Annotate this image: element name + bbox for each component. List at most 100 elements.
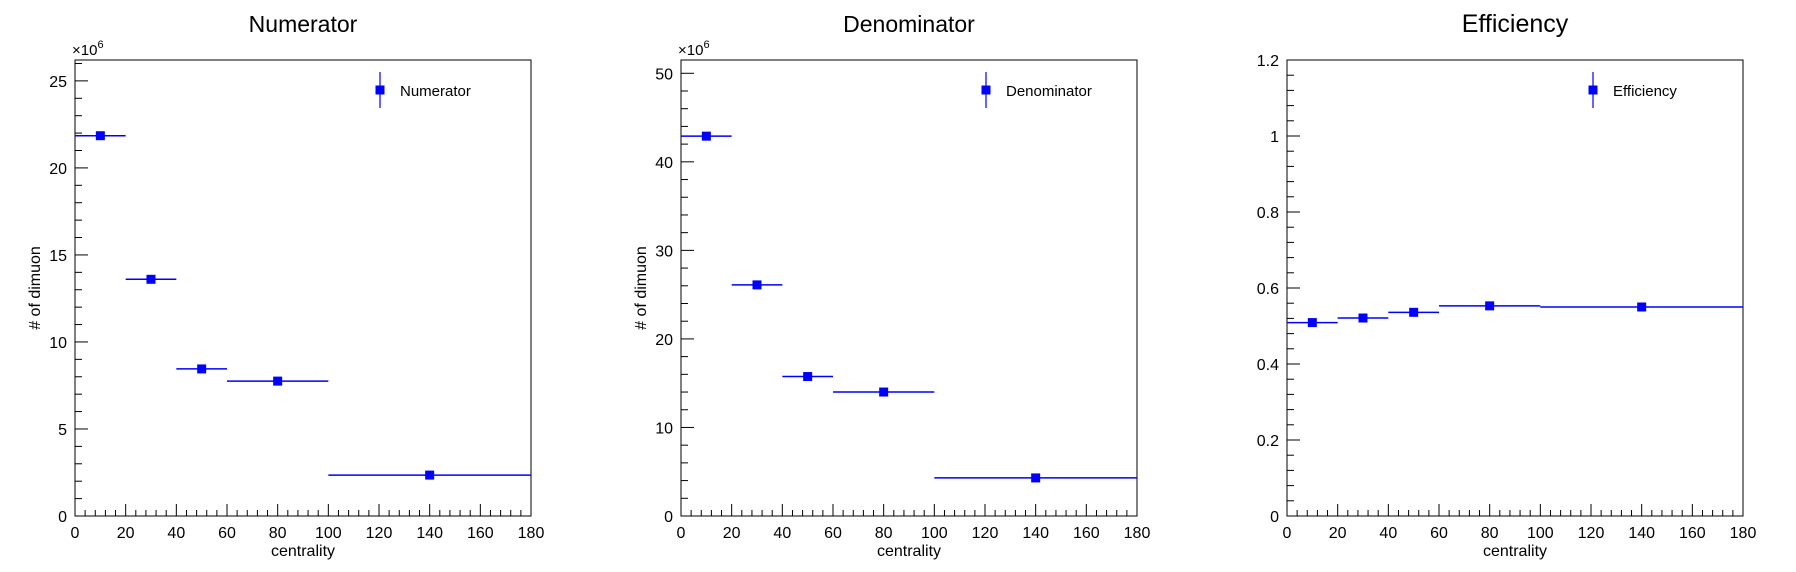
x-tick-label: 20 [117,525,135,542]
data-point [833,387,935,397]
x-tick-label: 180 [1124,525,1151,542]
chart-panel-3: Efficiency 0 20 40 60 80 100 120 140 160 180 0 0.2 0.… [1257,10,1757,560]
legend-marker [375,85,385,95]
y-tick-label: 50 [655,66,673,83]
y-tick-label: 0.4 [1257,357,1279,374]
x-tick-label: 140 [416,525,443,542]
x-tick-label: 40 [167,525,185,542]
x-tick-label: 60 [824,525,842,542]
x-tick-label: 140 [1628,525,1655,542]
y-tick-label: 0 [664,509,673,526]
x-tick-label: 80 [1481,525,1499,542]
legend-label: Denominator [1006,83,1092,100]
legend-label: Numerator [400,83,471,100]
exponent-label: ×106 [678,39,710,59]
chart-panel-2: Denominator 0 20 40 60 80 100 120 140 160 180 0 10 20… [633,11,1150,560]
x-tick-label: 40 [773,525,791,542]
legend-label: Efficiency [1613,83,1677,100]
x-tick-label: 100 [1527,525,1554,542]
y-tick-label: 5 [58,422,67,439]
x-tick-label: 20 [723,525,741,542]
x-tick-label: 60 [218,525,236,542]
y-tick-label: 0.2 [1257,433,1279,450]
point-marker [146,274,156,284]
data-point [227,376,329,386]
legend: Denominator [981,72,1092,108]
legend-marker [981,85,991,95]
point-marker [803,372,813,382]
y-tick-label: 1.2 [1257,53,1279,70]
plot-frame [680,59,1138,517]
x-tick-label: 20 [1329,525,1347,542]
y-tick-label: 20 [49,161,67,178]
chart-title: Denominator [843,11,975,37]
y-tick-label: 40 [655,155,673,172]
exponent-power: 6 [703,39,709,51]
y-tick-label: 10 [655,420,673,437]
y-tick-label: 20 [655,332,673,349]
exponent-power: 6 [97,39,103,51]
data-point [1439,301,1541,311]
exponent-base: ×10 [72,42,97,59]
point-marker [701,131,711,141]
x-tick-label: 80 [875,525,893,542]
chart-title: Numerator [249,11,358,37]
data-point [176,364,227,374]
x-tick-label: 160 [1679,525,1706,542]
data-point [782,372,833,382]
x-tick-label: 80 [269,525,287,542]
x-tick-label: 0 [71,525,80,542]
point-marker [273,376,283,386]
chart-panel-1: Numerator 0 20 40 60 80 100 120 140 160 180 0 5 10 15 2… [27,11,544,560]
point-marker [1485,301,1495,311]
x-tick-label: 160 [467,525,494,542]
point-marker [1637,302,1647,312]
point-marker [1031,473,1041,483]
exponent-base: ×10 [678,42,703,59]
y-tick-label: 30 [655,243,673,260]
x-tick-label: 0 [1283,525,1292,542]
data-point [75,131,126,141]
x-tick-label: 100 [921,525,948,542]
x-tick-label: 120 [366,525,393,542]
data-point [328,470,531,480]
legend-marker [1588,85,1598,95]
y-tick-label: 0.8 [1257,205,1279,222]
x-axis-label: centrality [271,543,335,560]
x-axis-label: centrality [1483,543,1547,560]
legend: Efficiency [1588,72,1677,108]
x-tick-label: 60 [1430,525,1448,542]
data-point [934,473,1137,483]
data-point [1337,313,1389,323]
data-point [681,131,732,141]
chart-title: Efficiency [1462,10,1569,38]
point-marker [1409,307,1419,317]
x-tick-label: 0 [677,525,686,542]
data-point [1388,307,1439,317]
x-tick-label: 180 [1730,525,1757,542]
y-tick-label: 0.6 [1257,281,1279,298]
data-point [1540,302,1743,312]
x-tick-label: 120 [1578,525,1605,542]
x-tick-label: 140 [1022,525,1049,542]
exponent-label: ×106 [72,39,104,59]
data-point [125,274,177,284]
point-marker [197,364,207,374]
y-tick-label: 25 [49,74,67,91]
point-marker [1307,318,1317,328]
y-tick-label: 1 [1270,129,1279,146]
x-tick-label: 180 [518,525,545,542]
plot-frame [1286,59,1744,517]
point-marker [879,387,889,397]
y-tick-label: 0 [1270,509,1279,526]
x-tick-label: 120 [972,525,999,542]
x-axis-label: centrality [877,543,941,560]
plot-frame [74,59,532,517]
x-tick-label: 160 [1073,525,1100,542]
y-tick-label: 15 [49,248,67,265]
point-marker [425,470,435,480]
x-tick-label: 100 [315,525,342,542]
data-point [731,280,783,290]
x-tick-label: 40 [1379,525,1397,542]
